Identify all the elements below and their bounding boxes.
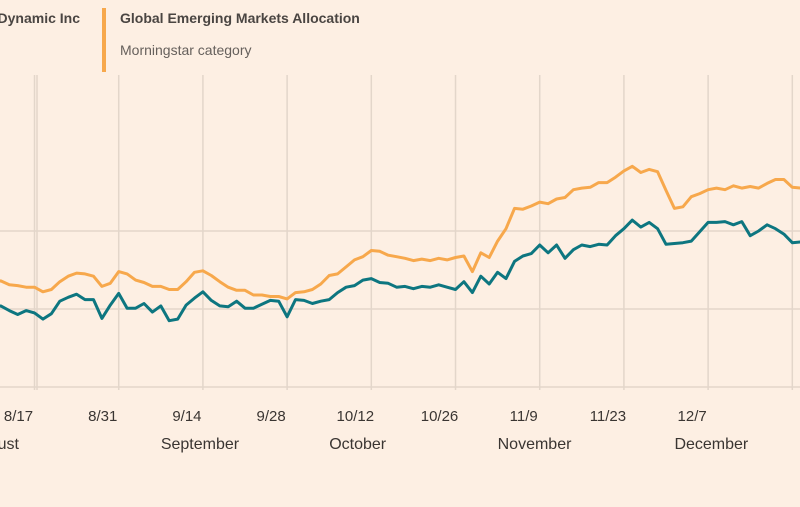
legend: ...Dynamic Inc Global Emerging Markets A… (0, 0, 800, 75)
series-line-category (0, 164, 800, 301)
x-month-label: November (498, 436, 572, 453)
legend-fund-name: ...Dynamic Inc (0, 10, 80, 26)
x-tick-label: 8/31 (88, 408, 117, 425)
x-month-label: August (0, 436, 20, 453)
x-tick-label: 11/9 (510, 408, 538, 425)
series-layer (0, 164, 800, 323)
x-tick-label: 10/26 (421, 408, 459, 425)
x-tick-label: 8/17 (4, 408, 33, 425)
series-line-fund (0, 218, 800, 323)
x-tick-label: 9/14 (172, 408, 201, 425)
x-tick-label: 11/23 (590, 408, 626, 425)
legend-category-swatch (102, 8, 106, 72)
x-month-label: September (161, 436, 240, 453)
label-layer: 8/17 8/31 9/14 9/28 10/12 10/26 11/9 11/23 12/7 A… (0, 408, 749, 453)
x-tick-label: 12/7 (678, 408, 707, 425)
x-month-label: December (674, 436, 748, 453)
grid-layer (0, 75, 800, 390)
x-tick-label: 9/28 (257, 408, 286, 425)
x-tick-label: 10/12 (337, 408, 375, 425)
legend-category-subtitle: Morningstar category (120, 42, 252, 58)
legend-category-name: Global Emerging Markets Allocation (120, 10, 360, 26)
x-month-label: October (329, 436, 387, 453)
